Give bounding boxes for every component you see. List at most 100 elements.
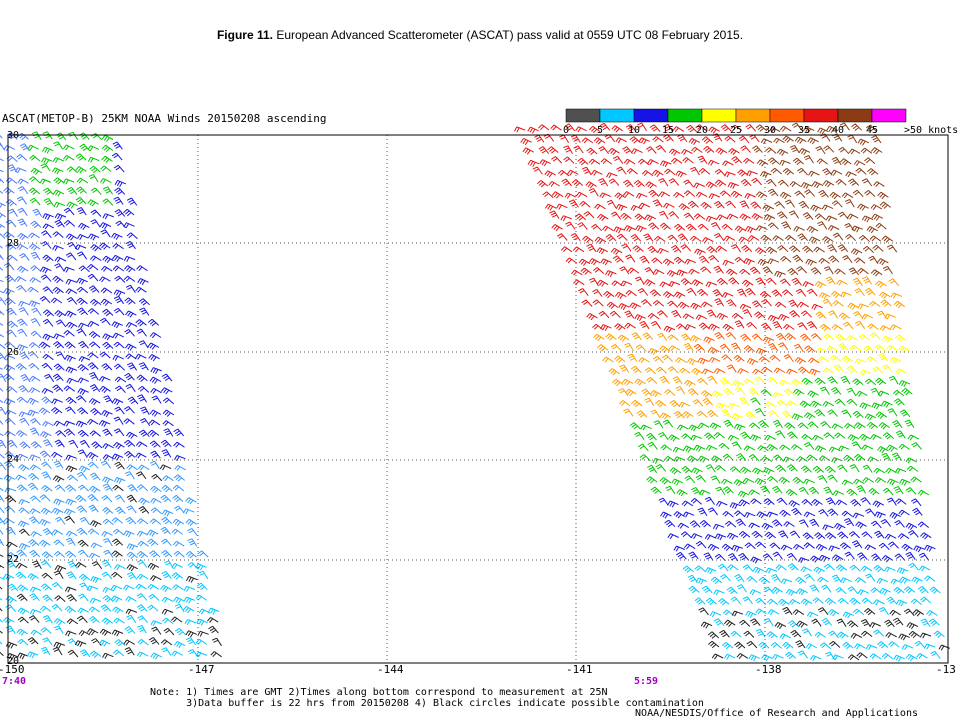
wind-barb — [797, 422, 809, 430]
wind-barb — [881, 400, 893, 408]
wind-barb — [53, 460, 64, 469]
wind-barb — [125, 284, 136, 293]
wind-barb — [542, 191, 554, 199]
wind-barb — [675, 170, 687, 178]
wind-barb — [0, 586, 3, 590]
wind-barb — [87, 493, 99, 502]
wind-barb — [77, 388, 89, 396]
wind-barb — [124, 450, 136, 459]
wind-barb — [729, 502, 742, 510]
wind-barb — [881, 452, 892, 462]
wind-barb — [28, 615, 40, 623]
wind-barb — [899, 576, 911, 584]
wind-barb — [767, 222, 779, 230]
wind-barb — [161, 449, 172, 458]
wind-barb — [777, 245, 789, 253]
wind-barb — [844, 422, 856, 429]
wind-barb — [861, 313, 874, 320]
wind-barb — [89, 384, 101, 393]
wind-barb — [114, 179, 127, 187]
wind-barb — [148, 354, 160, 362]
wind-barb — [791, 413, 804, 421]
wind-barb — [534, 134, 545, 143]
wind-barb — [821, 204, 834, 211]
wind-barb — [772, 485, 783, 494]
wind-barb — [55, 132, 67, 141]
wind-barb — [39, 295, 51, 304]
wind-barb — [150, 485, 162, 494]
wind-barb — [513, 126, 526, 133]
wind-barb — [804, 412, 816, 420]
wind-barb — [77, 539, 89, 547]
wind-barb — [847, 434, 860, 442]
wind-barb — [78, 465, 91, 473]
wind-barb — [88, 504, 99, 513]
wind-barb — [5, 595, 17, 604]
wind-barb — [768, 126, 781, 133]
wind-barb — [848, 148, 861, 155]
wind-barb — [848, 267, 860, 276]
wind-barb — [124, 297, 136, 305]
wind-barb — [673, 191, 685, 198]
wind-barb — [53, 420, 66, 427]
wind-barb — [920, 532, 932, 540]
wind-barb — [713, 368, 726, 375]
wind-barb — [866, 356, 878, 363]
wind-barb — [66, 201, 78, 209]
lon-label-5: -13 — [936, 663, 956, 676]
wind-barb — [78, 265, 90, 273]
wind-barb — [150, 387, 162, 394]
wind-barb — [853, 453, 866, 462]
wind-barb — [901, 543, 913, 551]
wind-barb — [102, 341, 114, 350]
wind-barb — [187, 649, 199, 658]
wind-barb — [816, 347, 828, 354]
wind-barb — [197, 630, 209, 637]
wind-barb — [185, 551, 197, 559]
wind-barb — [125, 353, 137, 360]
wind-barb — [623, 408, 634, 417]
wind-barb — [65, 465, 78, 473]
wind-barb — [714, 465, 726, 472]
wind-barb — [768, 410, 779, 418]
wind-barb — [52, 231, 64, 238]
wind-barb — [615, 137, 627, 144]
wind-barb — [40, 274, 52, 282]
wind-barb — [724, 135, 736, 143]
wind-barb — [6, 320, 19, 328]
wind-barb — [676, 489, 688, 497]
wind-barb — [895, 498, 907, 505]
wind-barb — [652, 457, 664, 464]
wind-barb — [705, 181, 718, 189]
wind-barb — [765, 147, 777, 154]
wind-barb — [818, 554, 831, 562]
wind-barb — [101, 495, 113, 503]
wind-barb — [709, 422, 722, 430]
wind-barb — [659, 412, 672, 420]
wind-barb — [605, 333, 617, 341]
wind-barb — [918, 565, 931, 572]
wind-barb — [885, 467, 897, 474]
wind-barb — [690, 533, 703, 540]
wind-barb — [627, 353, 638, 362]
wind-barb — [560, 246, 573, 253]
wind-barb — [811, 181, 824, 189]
wind-barb — [713, 432, 726, 439]
wind-barb — [667, 234, 679, 243]
wind-barb — [716, 277, 728, 286]
wind-barb — [832, 300, 844, 307]
wind-barb — [760, 456, 773, 463]
wind-barb — [892, 617, 904, 626]
wind-barb — [123, 530, 135, 538]
wind-barb — [848, 531, 860, 539]
wind-barb — [838, 342, 849, 351]
wind-barb — [112, 332, 124, 339]
wind-barb — [774, 621, 787, 629]
wind-barb — [668, 178, 680, 186]
wind-barb — [815, 311, 827, 319]
wind-barb — [564, 192, 577, 199]
wind-barb — [643, 279, 656, 287]
wind-barb — [136, 593, 148, 601]
wind-barb — [585, 181, 597, 189]
wind-barb — [91, 132, 103, 141]
